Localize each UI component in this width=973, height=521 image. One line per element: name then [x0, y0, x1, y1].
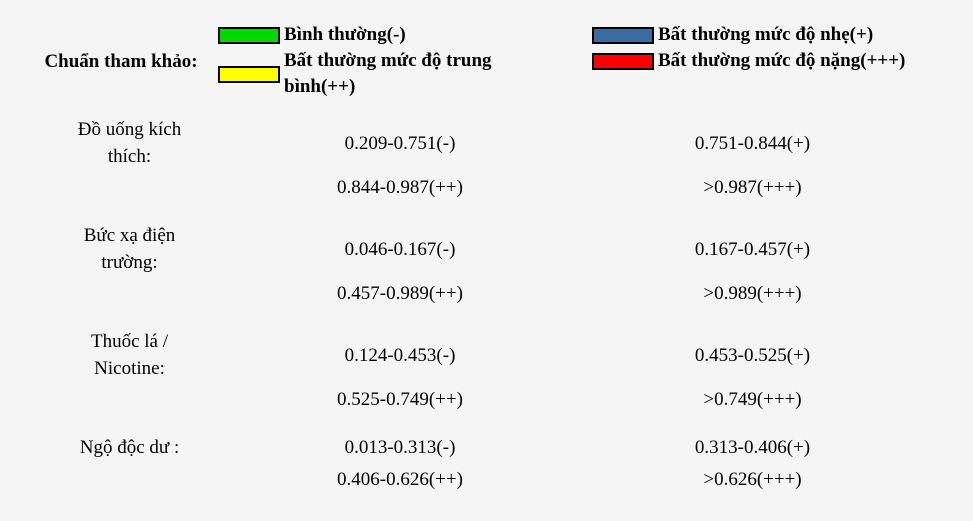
value-mild: 0.453-0.525(+): [694, 345, 811, 366]
table-row-tobacco-nicotine: Thuốc lá / Nicotine: 0.124-0.453(-) 0.52…: [0, 328, 973, 413]
legend-column-left: Bình thường(-) Bất thường mức độ trung b…: [218, 22, 592, 100]
value-severe: >0.749(+++): [703, 389, 802, 410]
legend-item-severe: Bất thường mức độ nặng(+++): [592, 48, 973, 74]
value-moderate: 0.457-0.989(++): [337, 283, 463, 304]
value-normal: 0.209-0.751(-): [344, 133, 456, 154]
value-moderate: 0.844-0.987(++): [337, 177, 463, 198]
table-row-residual-toxicity: Ngộ độc dư : 0.013-0.313(-) 0.406-0.626(…: [0, 434, 973, 493]
row-label: Bức xạ điện trường:: [0, 222, 235, 307]
value-cell-right: 0.313-0.406(+) >0.626(+++): [565, 434, 940, 493]
table-row-electric-field-radiation: Bức xạ điện trường: 0.046-0.167(-) 0.457…: [0, 222, 973, 307]
legend-column-right: Bất thường mức độ nhẹ(+) Bất thường mức …: [592, 22, 973, 100]
row-label-text: Bức xạ điện trường:: [83, 225, 176, 273]
value-severe: >0.989(+++): [703, 283, 802, 304]
value-cell-right: 0.453-0.525(+) >0.749(+++): [565, 328, 940, 413]
value-cell-right: 0.751-0.844(+) >0.987(+++): [565, 116, 940, 201]
value-severe: >0.987(+++): [703, 177, 802, 198]
legend-item-mild: Bất thường mức độ nhẹ(+): [592, 22, 973, 48]
value-normal: 0.013-0.313(-): [344, 437, 456, 458]
mild-color-swatch: [592, 26, 654, 44]
row-label: Ngộ độc dư :: [0, 434, 235, 493]
value-cell-left: 0.209-0.751(-) 0.844-0.987(++): [235, 116, 565, 201]
row-label: Đồ uống kích thích:: [0, 116, 235, 201]
legend-label-normal: Bình thường(-): [284, 24, 406, 45]
value-mild: 0.313-0.406(+): [694, 437, 811, 458]
legend-title: Chuẩn tham khảo:: [44, 50, 198, 72]
row-label-text: Đồ uống kích thích:: [77, 119, 182, 167]
value-severe: >0.626(+++): [703, 469, 802, 490]
row-label-text: Ngộ độc dư :: [79, 437, 180, 458]
legend: Chuẩn tham khảo: Bình thường(-) Bất thườ…: [0, 22, 973, 100]
value-normal: 0.124-0.453(-): [344, 345, 456, 366]
row-label: Thuốc lá / Nicotine:: [0, 328, 235, 413]
value-cell-right: 0.167-0.457(+) >0.989(+++): [565, 222, 940, 307]
legend-label-moderate: Bất thường mức độ trung bình(++): [284, 50, 492, 97]
row-label-text: Thuốc lá / Nicotine:: [90, 331, 169, 379]
normal-color-swatch: [218, 26, 280, 44]
severe-color-swatch: [592, 52, 654, 70]
value-cell-left: 0.013-0.313(-) 0.406-0.626(++): [235, 434, 565, 493]
legend-label-mild: Bất thường mức độ nhẹ(+): [658, 24, 874, 45]
legend-item-normal: Bình thường(-): [218, 22, 592, 48]
table-row-stimulant-drinks: Đồ uống kích thích: 0.209-0.751(-) 0.844…: [0, 116, 973, 201]
value-mild: 0.167-0.457(+): [694, 239, 811, 260]
value-mild: 0.751-0.844(+): [694, 133, 811, 154]
value-moderate: 0.525-0.749(++): [337, 389, 463, 410]
moderate-color-swatch: [218, 65, 280, 83]
value-cell-left: 0.046-0.167(-) 0.457-0.989(++): [235, 222, 565, 307]
legend-label-severe: Bất thường mức độ nặng(+++): [658, 50, 906, 71]
legend-item-moderate: Bất thường mức độ trung bình(++): [218, 48, 592, 100]
value-cell-left: 0.124-0.453(-) 0.525-0.749(++): [235, 328, 565, 413]
value-normal: 0.046-0.167(-): [344, 239, 456, 260]
value-moderate: 0.406-0.626(++): [337, 469, 463, 490]
